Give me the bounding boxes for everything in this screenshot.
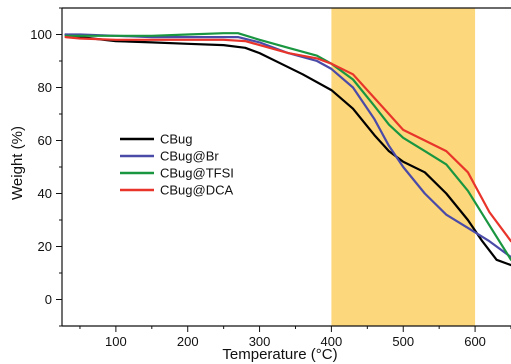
series-line-cbug-dca (64, 36, 511, 243)
y-tick-label: 40 (38, 186, 52, 201)
y-tick-label: 100 (30, 27, 52, 42)
legend: CBug CBug@Br CBug@TFSI CBug@DCA (120, 132, 234, 198)
y-tick-label: 80 (38, 80, 52, 95)
x-axis-title: Temperature (°C) (222, 346, 337, 363)
legend-label: CBug@DCA (160, 183, 233, 198)
x-tick-label: 500 (392, 334, 414, 349)
x-tick-label: 300 (249, 334, 271, 349)
x-tick-label: 100 (105, 334, 127, 349)
series-line-cbug-tfsi (64, 32, 511, 261)
y-tick-label: 60 (38, 133, 52, 148)
y-tick-label: 0 (45, 292, 52, 307)
x-tick-label: 400 (321, 334, 343, 349)
series-line-cbug-br (64, 33, 511, 259)
x-tick-label: 600 (464, 334, 486, 349)
y-axis-title: Weight (%) (9, 126, 26, 200)
legend-label: CBug@Br (160, 149, 219, 164)
x-tick-label: 200 (177, 334, 199, 349)
axes-layer: 100 200 300 400 500 600 0 20 40 60 80 100 (30, 7, 511, 349)
legend-label: CBug (160, 132, 193, 147)
y-tick-label: 20 (38, 239, 52, 254)
series-line-cbug (64, 33, 511, 267)
series-layer (64, 32, 511, 267)
legend-label: CBug@TFSI (160, 166, 234, 181)
